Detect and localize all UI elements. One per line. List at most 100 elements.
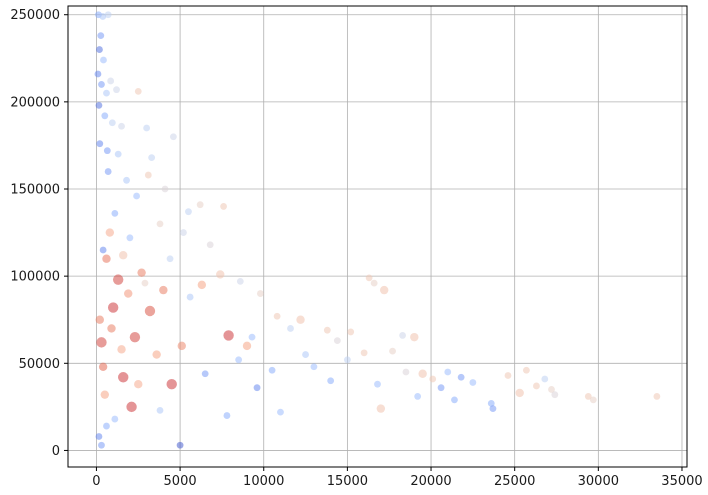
scatter-point xyxy=(148,154,156,162)
scatter-point xyxy=(118,122,125,130)
scatter-point xyxy=(389,347,396,355)
scatter-point xyxy=(99,246,107,254)
scatter-point xyxy=(96,140,104,148)
x-tick-label: 0 xyxy=(92,474,100,489)
scatter-point xyxy=(105,228,115,237)
scatter-point xyxy=(123,176,130,184)
scatter-point xyxy=(310,363,318,371)
scatter-point xyxy=(104,168,112,175)
x-tick-label: 35000 xyxy=(661,474,702,489)
scatter-point xyxy=(98,362,108,371)
scatter-point xyxy=(144,305,156,317)
x-tick-label: 30000 xyxy=(578,474,619,489)
scatter-point xyxy=(487,399,495,407)
scatter-point xyxy=(126,234,134,242)
scatter-point xyxy=(327,377,335,385)
scatter-point xyxy=(129,331,141,343)
scatter-point xyxy=(99,13,107,20)
scatter-point xyxy=(177,341,186,351)
scatter-point xyxy=(134,380,143,389)
scatter-point xyxy=(95,433,103,440)
y-tick-label: 250000 xyxy=(10,8,60,23)
scatter-point xyxy=(118,372,129,383)
x-tick-label: 20000 xyxy=(410,474,451,489)
scatter-point xyxy=(365,274,373,282)
scatter-point xyxy=(216,270,225,279)
scatter-point xyxy=(414,393,422,400)
scatter-point xyxy=(541,375,549,383)
scatter-point xyxy=(107,324,116,333)
scatter-point xyxy=(347,328,355,336)
x-tick-label: 10000 xyxy=(243,474,284,489)
scatter-point xyxy=(98,441,105,449)
scatter-point xyxy=(236,277,244,285)
scatter-point xyxy=(223,412,231,419)
scatter-point xyxy=(548,386,555,393)
scatter-point xyxy=(653,393,661,400)
scatter-point xyxy=(469,379,477,386)
scatter-point xyxy=(143,124,151,132)
scatter-point xyxy=(100,390,110,399)
scatter-point xyxy=(515,388,524,398)
scatter-point xyxy=(152,350,161,359)
scatter-point xyxy=(180,229,187,236)
scatter-point xyxy=(551,391,559,399)
scatter-point xyxy=(522,366,530,374)
scatter-point xyxy=(197,280,207,290)
scatter-point xyxy=(96,46,103,53)
scatter-point xyxy=(533,382,540,390)
scatter-point xyxy=(360,349,368,357)
scatter-point xyxy=(104,11,112,19)
scatter-point xyxy=(374,380,381,388)
scatter-point xyxy=(134,88,142,95)
scatter-point xyxy=(114,150,122,158)
scatter-point xyxy=(117,345,126,354)
scatter-point xyxy=(144,171,152,179)
scatter-point xyxy=(376,404,386,413)
scatter-point xyxy=(248,333,256,341)
scatter-point xyxy=(253,384,261,392)
scatter-point xyxy=(287,325,294,332)
scatter-point xyxy=(196,201,204,209)
scatter-points xyxy=(94,11,661,449)
scatter-point xyxy=(399,332,406,339)
grid-lines xyxy=(68,6,687,467)
scatter-point xyxy=(457,373,465,381)
scatter-point xyxy=(111,210,119,217)
scatter-point xyxy=(370,279,378,287)
scatter-point xyxy=(126,401,137,413)
y-tick-label: 0 xyxy=(52,444,60,459)
scatter-point xyxy=(96,337,107,348)
scatter-point xyxy=(589,396,597,404)
scatter-point xyxy=(97,32,105,40)
scatter-point xyxy=(223,330,234,341)
scatter-point xyxy=(410,332,419,342)
scatter-point xyxy=(137,268,146,277)
scatter-point xyxy=(112,274,124,285)
scatter-point xyxy=(102,254,111,263)
scatter-point xyxy=(296,315,305,324)
scatter-point xyxy=(166,255,174,263)
scatter-point xyxy=(159,285,168,295)
scatter-point xyxy=(107,77,115,85)
scatter-point xyxy=(119,251,128,260)
scatter-point xyxy=(141,279,149,287)
scatter-point xyxy=(185,208,192,216)
scatter-point xyxy=(103,89,110,97)
scatter-point xyxy=(444,368,452,376)
scatter-point xyxy=(111,415,119,423)
scatter-point xyxy=(108,119,116,127)
scatter-point xyxy=(156,406,164,414)
scatter-point xyxy=(402,368,410,376)
scatter-point xyxy=(437,384,445,392)
scatter-point xyxy=(333,337,341,345)
y-tick-label: 150000 xyxy=(10,183,60,198)
scatter-point xyxy=(504,372,512,379)
scatter-point xyxy=(101,112,109,120)
x-tick-label: 15000 xyxy=(327,474,368,489)
scatter-point xyxy=(95,101,103,109)
x-axis-ticks: 0 5000 10000 15000 20000 25000 30000 35000 xyxy=(92,467,703,489)
scatter-point xyxy=(103,422,110,430)
y-tick-label: 200000 xyxy=(10,95,60,110)
